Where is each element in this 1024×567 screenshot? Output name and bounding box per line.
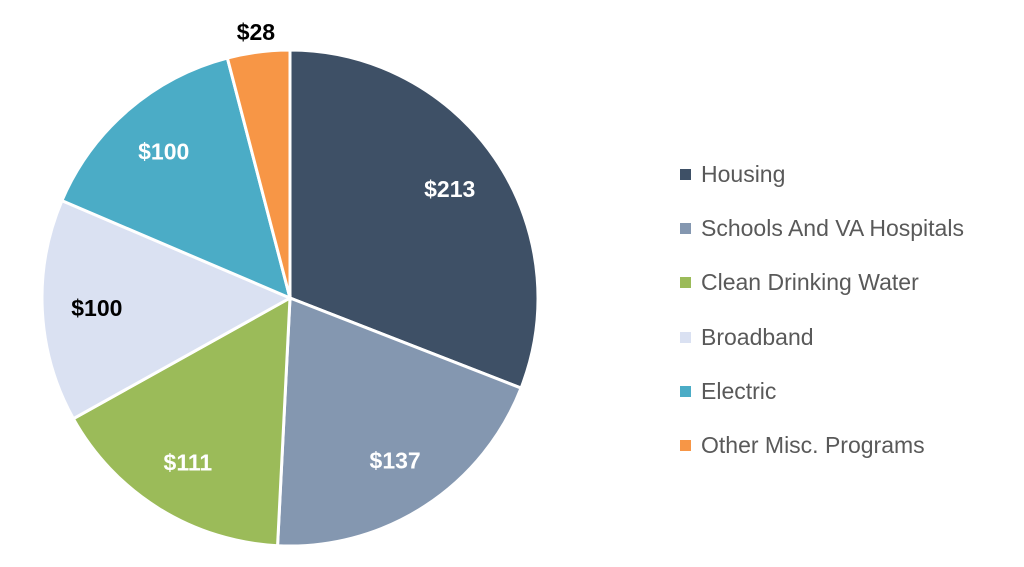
data-label: $100 — [71, 295, 122, 321]
legend-label: Schools And VA Hospitals — [701, 214, 964, 241]
pie-slice-other-misc-programs — [225, 48, 292, 299]
legend-label: Housing — [701, 160, 786, 187]
legend-swatch — [680, 440, 691, 452]
pie-slice-broadband — [40, 198, 294, 421]
legend-swatch — [680, 277, 691, 289]
legend-item-schools: Schools And VA Hospitals — [680, 201, 964, 255]
data-label: $100 — [138, 138, 189, 164]
legend-item-other: Other Misc. Programs — [680, 418, 964, 472]
legend-label: Clean Drinking Water — [701, 269, 919, 296]
data-label: $213 — [424, 176, 475, 202]
legend-swatch — [680, 168, 691, 180]
legend-swatch — [680, 331, 691, 343]
legend-swatch — [680, 222, 691, 234]
pie-slice-schools-and-va-hospitals — [275, 295, 524, 548]
legend-item-water: Clean Drinking Water — [680, 256, 964, 310]
legend-label: Broadband — [701, 323, 814, 350]
legend: Housing Schools And VA Hospitals Clean D… — [680, 147, 964, 473]
data-label: $111 — [164, 449, 213, 475]
legend-item-electric: Electric — [680, 364, 964, 418]
legend-item-housing: Housing — [680, 147, 964, 201]
legend-item-broadband: Broadband — [680, 310, 964, 364]
legend-swatch — [680, 385, 691, 397]
pie-slice-clean-drinking-water — [71, 295, 292, 548]
pie-slice-housing — [288, 48, 540, 390]
data-label: $137 — [370, 447, 421, 473]
legend-label: Other Misc. Programs — [701, 432, 925, 459]
legend-label: Electric — [701, 377, 777, 404]
data-label: $28 — [237, 19, 276, 45]
pie-slice-electric — [59, 56, 293, 301]
